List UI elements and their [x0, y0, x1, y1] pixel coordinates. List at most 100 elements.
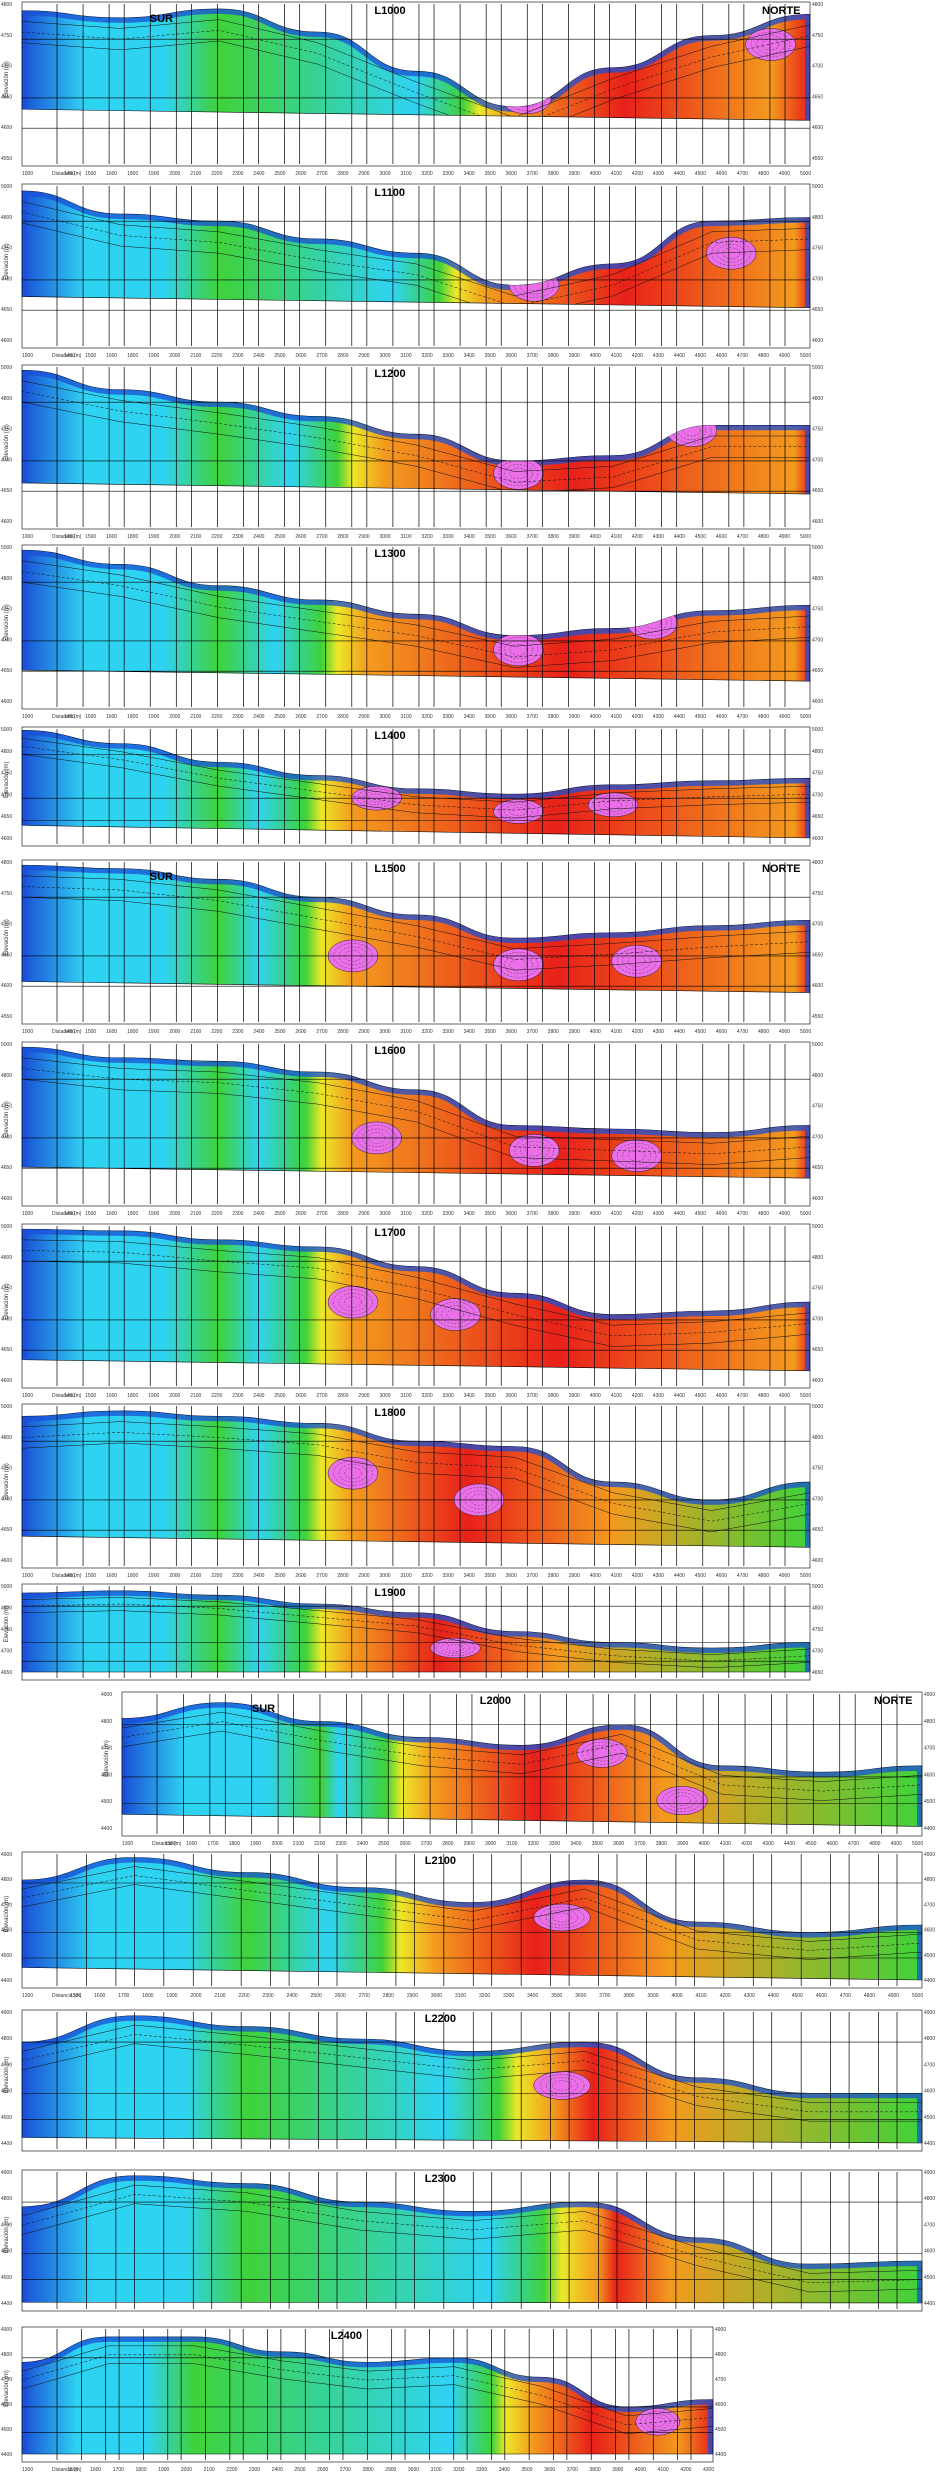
y-tick-left: 4500 [1, 2427, 12, 2433]
y-tick-left: 4700 [1, 922, 12, 928]
x-tick-label: 3900 [569, 534, 580, 540]
y-tick-right: 4600 [812, 983, 823, 989]
x-tick-label: 1500 [165, 1841, 176, 1847]
x-tick-label: 3500 [485, 353, 496, 359]
section-l2400: L2400 Elevación (m) 4900 4800 4700 4600 4500 44… [0, 2325, 735, 2474]
y-tick-left: 4600 [1, 125, 12, 131]
section-l1100: L1100 Elevación (m) 5000 4800 4750 4700 4650 46… [0, 182, 832, 360]
x-tick-label: 1900 [148, 1029, 159, 1035]
x-tick-label: 3500 [485, 171, 496, 177]
x-tick-label: 2300 [249, 2467, 260, 2473]
x-tick-label: 3200 [528, 1841, 539, 1847]
vertical-grid-lines [56, 186, 786, 346]
x-tick-label: 3200 [422, 1573, 433, 1579]
y-axis-label: Elevación (m) [4, 604, 10, 641]
y-tick-right: 4700 [924, 2062, 935, 2068]
x-tick-label: 3200 [422, 534, 433, 540]
x-tick-label: 4300 [744, 1993, 755, 1999]
x-tick-label: 4100 [658, 2467, 669, 2473]
y-tick-left: 4700 [1, 2377, 12, 2383]
y-tick-left: 4800 [1, 749, 12, 755]
y-tick-left: 4800 [1, 215, 12, 221]
x-tick-label: 2700 [316, 171, 327, 177]
x-tick-label: 3800 [548, 353, 559, 359]
x-tick-label: 1800 [127, 1393, 138, 1399]
section-title: L1300 [374, 548, 405, 560]
x-tick-label: 4700 [737, 171, 748, 177]
x-tick-label: 4300 [653, 1029, 664, 1035]
x-tick-label: 3300 [443, 1211, 454, 1217]
x-tick-label: 4100 [611, 171, 622, 177]
y-tick-left: 4900 [1, 2170, 12, 2176]
x-tick-label: 1800 [127, 714, 138, 720]
section-plot: L1100 Elevación (m) 5000 4800 4750 4700 4650 46… [1, 183, 823, 359]
y-tick-left: 4700 [1, 792, 12, 798]
x-tick-label: 4200 [680, 2467, 691, 2473]
y-tick-right: 5000 [812, 727, 823, 733]
x-tick-label: 4100 [611, 1211, 622, 1217]
x-tick-label: 3700 [567, 2467, 578, 2473]
x-tick-label: 1400 [64, 171, 75, 177]
y-axis-label: Elevación (m) [4, 761, 10, 798]
x-tick-label: 5000 [800, 353, 811, 359]
y-tick-right: 4400 [715, 2452, 726, 2458]
x-tick-label: 4700 [737, 1393, 748, 1399]
x-tick-label: 2800 [337, 353, 348, 359]
vertical-grid-lines [56, 2012, 898, 2149]
section-title: L1600 [374, 1045, 405, 1057]
x-tick-label: 3000 [379, 353, 390, 359]
x-tick-label: 4100 [611, 1573, 622, 1579]
x-tick-label: 1600 [186, 1841, 197, 1847]
x-tick-label: 2200 [211, 1573, 222, 1579]
x-tick-label: 4400 [674, 534, 685, 540]
x-tick-label: 3500 [485, 1029, 496, 1035]
y-tick-left: 4650 [1, 1527, 12, 1533]
x-tick-label: 3900 [569, 1211, 580, 1217]
x-tick-label: 2800 [337, 1573, 348, 1579]
x-tick-label: 3200 [422, 1029, 433, 1035]
x-tick-label: 4900 [779, 1573, 790, 1579]
x-tick-label: 2000 [169, 171, 180, 177]
y-tick-right: 4500 [924, 1953, 935, 1959]
vertical-grid-lines [56, 862, 786, 1022]
x-tick-label: 4200 [720, 1993, 731, 1999]
y-tick-right: 4700 [715, 2377, 726, 2383]
y-tick-right: 4800 [812, 2, 823, 8]
x-tick-label: 2100 [190, 1211, 201, 1217]
x-tick-label: 4900 [779, 1211, 790, 1217]
x-tick-label: 3100 [400, 1211, 411, 1217]
y-tick-right: 4500 [924, 2275, 935, 2281]
y-tick-right: 4800 [812, 749, 823, 755]
x-tick-label: 1900 [166, 1993, 177, 1999]
x-tick-label: 2400 [272, 2467, 283, 2473]
x-tick-label: 4700 [737, 1211, 748, 1217]
y-tick-right: 4500 [924, 1799, 935, 1805]
y-tick-right: 4700 [812, 1316, 823, 1322]
x-tick-label: 2300 [232, 171, 243, 177]
y-tick-right: 4600 [812, 699, 823, 705]
section-title: L2200 [425, 2013, 456, 2025]
x-tick-label: 2700 [316, 353, 327, 359]
x-tick-label: 4900 [779, 1393, 790, 1399]
resistivity-body [121, 1702, 923, 1827]
x-tick-label: 3300 [443, 1573, 454, 1579]
x-tick-label: 2500 [274, 714, 285, 720]
section-l1500: L1500 SUR NORTE Elevación (m) 4800 4750 4700 46… [0, 858, 832, 1036]
vertical-grid-lines [56, 547, 786, 707]
y-tick-left: 5000 [1, 184, 12, 190]
x-tick-label: 1500 [85, 1393, 96, 1399]
section-plot: L1400 Elevación (m) 5000 4800 4750 4700 4650 46… [1, 726, 823, 847]
x-tick-label: 4000 [590, 714, 601, 720]
resistivity-body [21, 1857, 923, 1981]
y-tick-right: 4900 [924, 2010, 935, 2016]
x-tick-label: 2500 [274, 1029, 285, 1035]
surface-conductive-band [22, 865, 810, 993]
y-tick-left: 4700 [1, 457, 12, 463]
x-tick-label: 2300 [232, 714, 243, 720]
x-tick-label: 1900 [148, 534, 159, 540]
high-resistivity-anomaly [611, 1139, 662, 1172]
y-tick-left: 4750 [1, 1104, 12, 1110]
x-tick-label: 2600 [295, 1573, 306, 1579]
y-tick-left: 4700 [1, 64, 12, 70]
